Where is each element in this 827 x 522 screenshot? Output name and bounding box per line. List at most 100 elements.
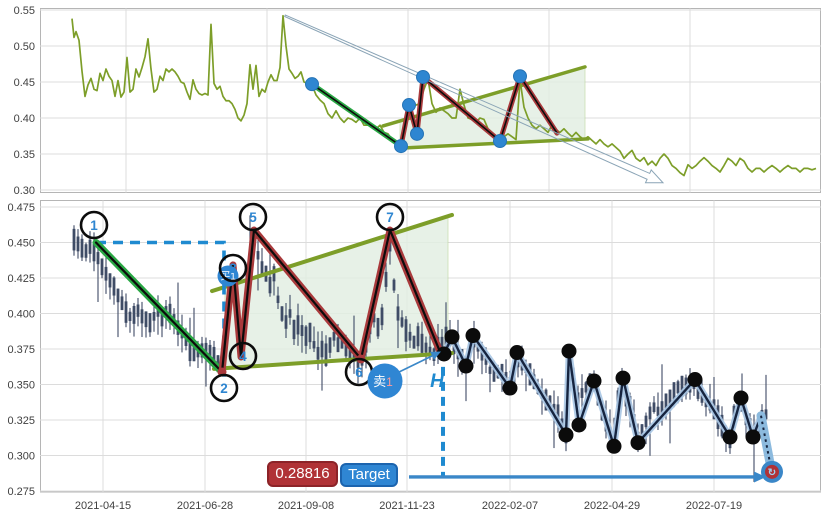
y-tick-label: 0.425 <box>7 273 35 285</box>
swing-point-dot[interactable] <box>733 390 749 406</box>
swing-point-dot[interactable] <box>630 435 646 451</box>
candle-body <box>396 306 400 321</box>
candle-body <box>144 311 148 328</box>
x-tick-label: 2021-11-23 <box>379 500 434 512</box>
measure-dashed-path-1 <box>96 240 226 377</box>
candle-body <box>280 306 284 321</box>
candle-body <box>400 317 404 327</box>
sell-badge-label: 卖1 <box>373 374 393 389</box>
y-tick-label: 0.300 <box>7 451 35 463</box>
candle-body <box>116 288 120 303</box>
swing-point-dot[interactable] <box>513 69 527 84</box>
projection-arrow[interactable] <box>284 14 665 184</box>
pattern-circle-7[interactable] <box>375 202 405 232</box>
candle-body <box>372 313 376 323</box>
candle-body <box>492 366 496 382</box>
candle-body <box>384 271 388 287</box>
candle-body <box>420 333 424 353</box>
candle-body <box>108 273 112 288</box>
lower-trendline-core <box>397 138 589 149</box>
swing-point-dot[interactable] <box>606 438 622 454</box>
pattern-circle-label-5: 5 <box>249 210 257 225</box>
swing-point-dot[interactable] <box>436 346 452 362</box>
pattern-circle-3[interactable] <box>218 253 248 283</box>
swing-point-dot[interactable] <box>558 427 574 443</box>
swing-point-dot[interactable] <box>745 429 761 445</box>
swing-point-dot[interactable] <box>586 373 602 389</box>
target-marker-inner <box>765 464 779 479</box>
candle-body <box>192 346 196 362</box>
candle-body <box>300 325 304 337</box>
candle-body <box>320 340 324 358</box>
sell-badge[interactable] <box>367 363 403 399</box>
y-tick-label: 0.400 <box>7 309 35 321</box>
swing-point-dot[interactable] <box>687 372 703 388</box>
candle-body <box>668 389 672 410</box>
swing-point-dot[interactable] <box>458 358 474 374</box>
sell-pointer-head <box>430 351 441 360</box>
swing-point-dot[interactable] <box>410 126 424 141</box>
pattern-circle-2[interactable] <box>209 373 239 403</box>
candle-body <box>652 402 656 413</box>
swing-point-dot[interactable] <box>444 329 460 345</box>
candle-body <box>324 343 328 366</box>
candle-body <box>88 239 92 254</box>
swing-point-dot[interactable] <box>571 417 587 433</box>
candle-body <box>124 301 128 323</box>
swing-point-dot[interactable] <box>502 380 518 396</box>
candle-body <box>656 406 660 417</box>
y-tick-label: 0.275 <box>7 486 35 498</box>
y-tick-label: 0.55 <box>14 5 35 17</box>
candle-body <box>404 319 408 342</box>
candle-body <box>304 326 308 346</box>
lower-trendline-core <box>213 352 453 370</box>
buy-badge-label: 买1 <box>220 271 236 283</box>
swing-point-dot[interactable] <box>465 328 481 344</box>
swing-point-dot[interactable] <box>416 69 430 84</box>
candle-body <box>580 388 584 398</box>
pattern-circle-5[interactable] <box>238 202 268 232</box>
pattern-circle-4[interactable] <box>228 341 258 371</box>
candle-body <box>196 349 200 358</box>
candle-body <box>312 341 316 349</box>
candle-body <box>640 424 644 442</box>
candle-body <box>344 338 348 357</box>
x-tick-label: 2022-04-29 <box>584 500 640 512</box>
swing-point-dot[interactable] <box>394 139 408 154</box>
y-tick-label: 0.325 <box>7 415 35 427</box>
target-value-box[interactable]: 0.28816 <box>267 461 338 487</box>
candle-body <box>316 346 320 360</box>
target-arrow-head <box>754 471 766 483</box>
pattern-circle-1[interactable] <box>79 210 109 240</box>
swing-point-dot[interactable] <box>402 98 416 113</box>
candle-body <box>100 258 104 276</box>
candle-body <box>672 382 676 405</box>
downtrend-segment-core <box>94 241 224 374</box>
candle-body <box>412 335 416 349</box>
swing-point-dot[interactable] <box>561 343 577 359</box>
pattern-circle-label-6: 6 <box>355 365 363 380</box>
candle-body <box>428 346 432 355</box>
swing-point-dot[interactable] <box>493 134 507 149</box>
swing-point-dot[interactable] <box>305 77 319 92</box>
candle-body <box>184 337 188 346</box>
candle-body <box>152 311 156 321</box>
candle-body <box>156 307 160 317</box>
candle-body <box>204 342 208 356</box>
y-tick-label: 0.475 <box>7 202 35 214</box>
candle-body <box>84 244 88 258</box>
candle-body <box>104 266 108 281</box>
target-label-box[interactable]: Target <box>340 463 398 487</box>
candle-body <box>308 322 312 343</box>
pattern-circle-label-3: 3 <box>229 261 237 276</box>
swing-point-dot[interactable] <box>722 429 738 445</box>
swing-point-dot[interactable] <box>615 370 631 386</box>
swing-point-dot[interactable] <box>509 345 525 361</box>
pattern-circle-label-1: 1 <box>90 218 98 233</box>
candle-body <box>424 342 428 353</box>
pattern-circle-label-2: 2 <box>220 381 228 396</box>
candle-body <box>764 409 768 420</box>
candle-body <box>416 326 420 347</box>
